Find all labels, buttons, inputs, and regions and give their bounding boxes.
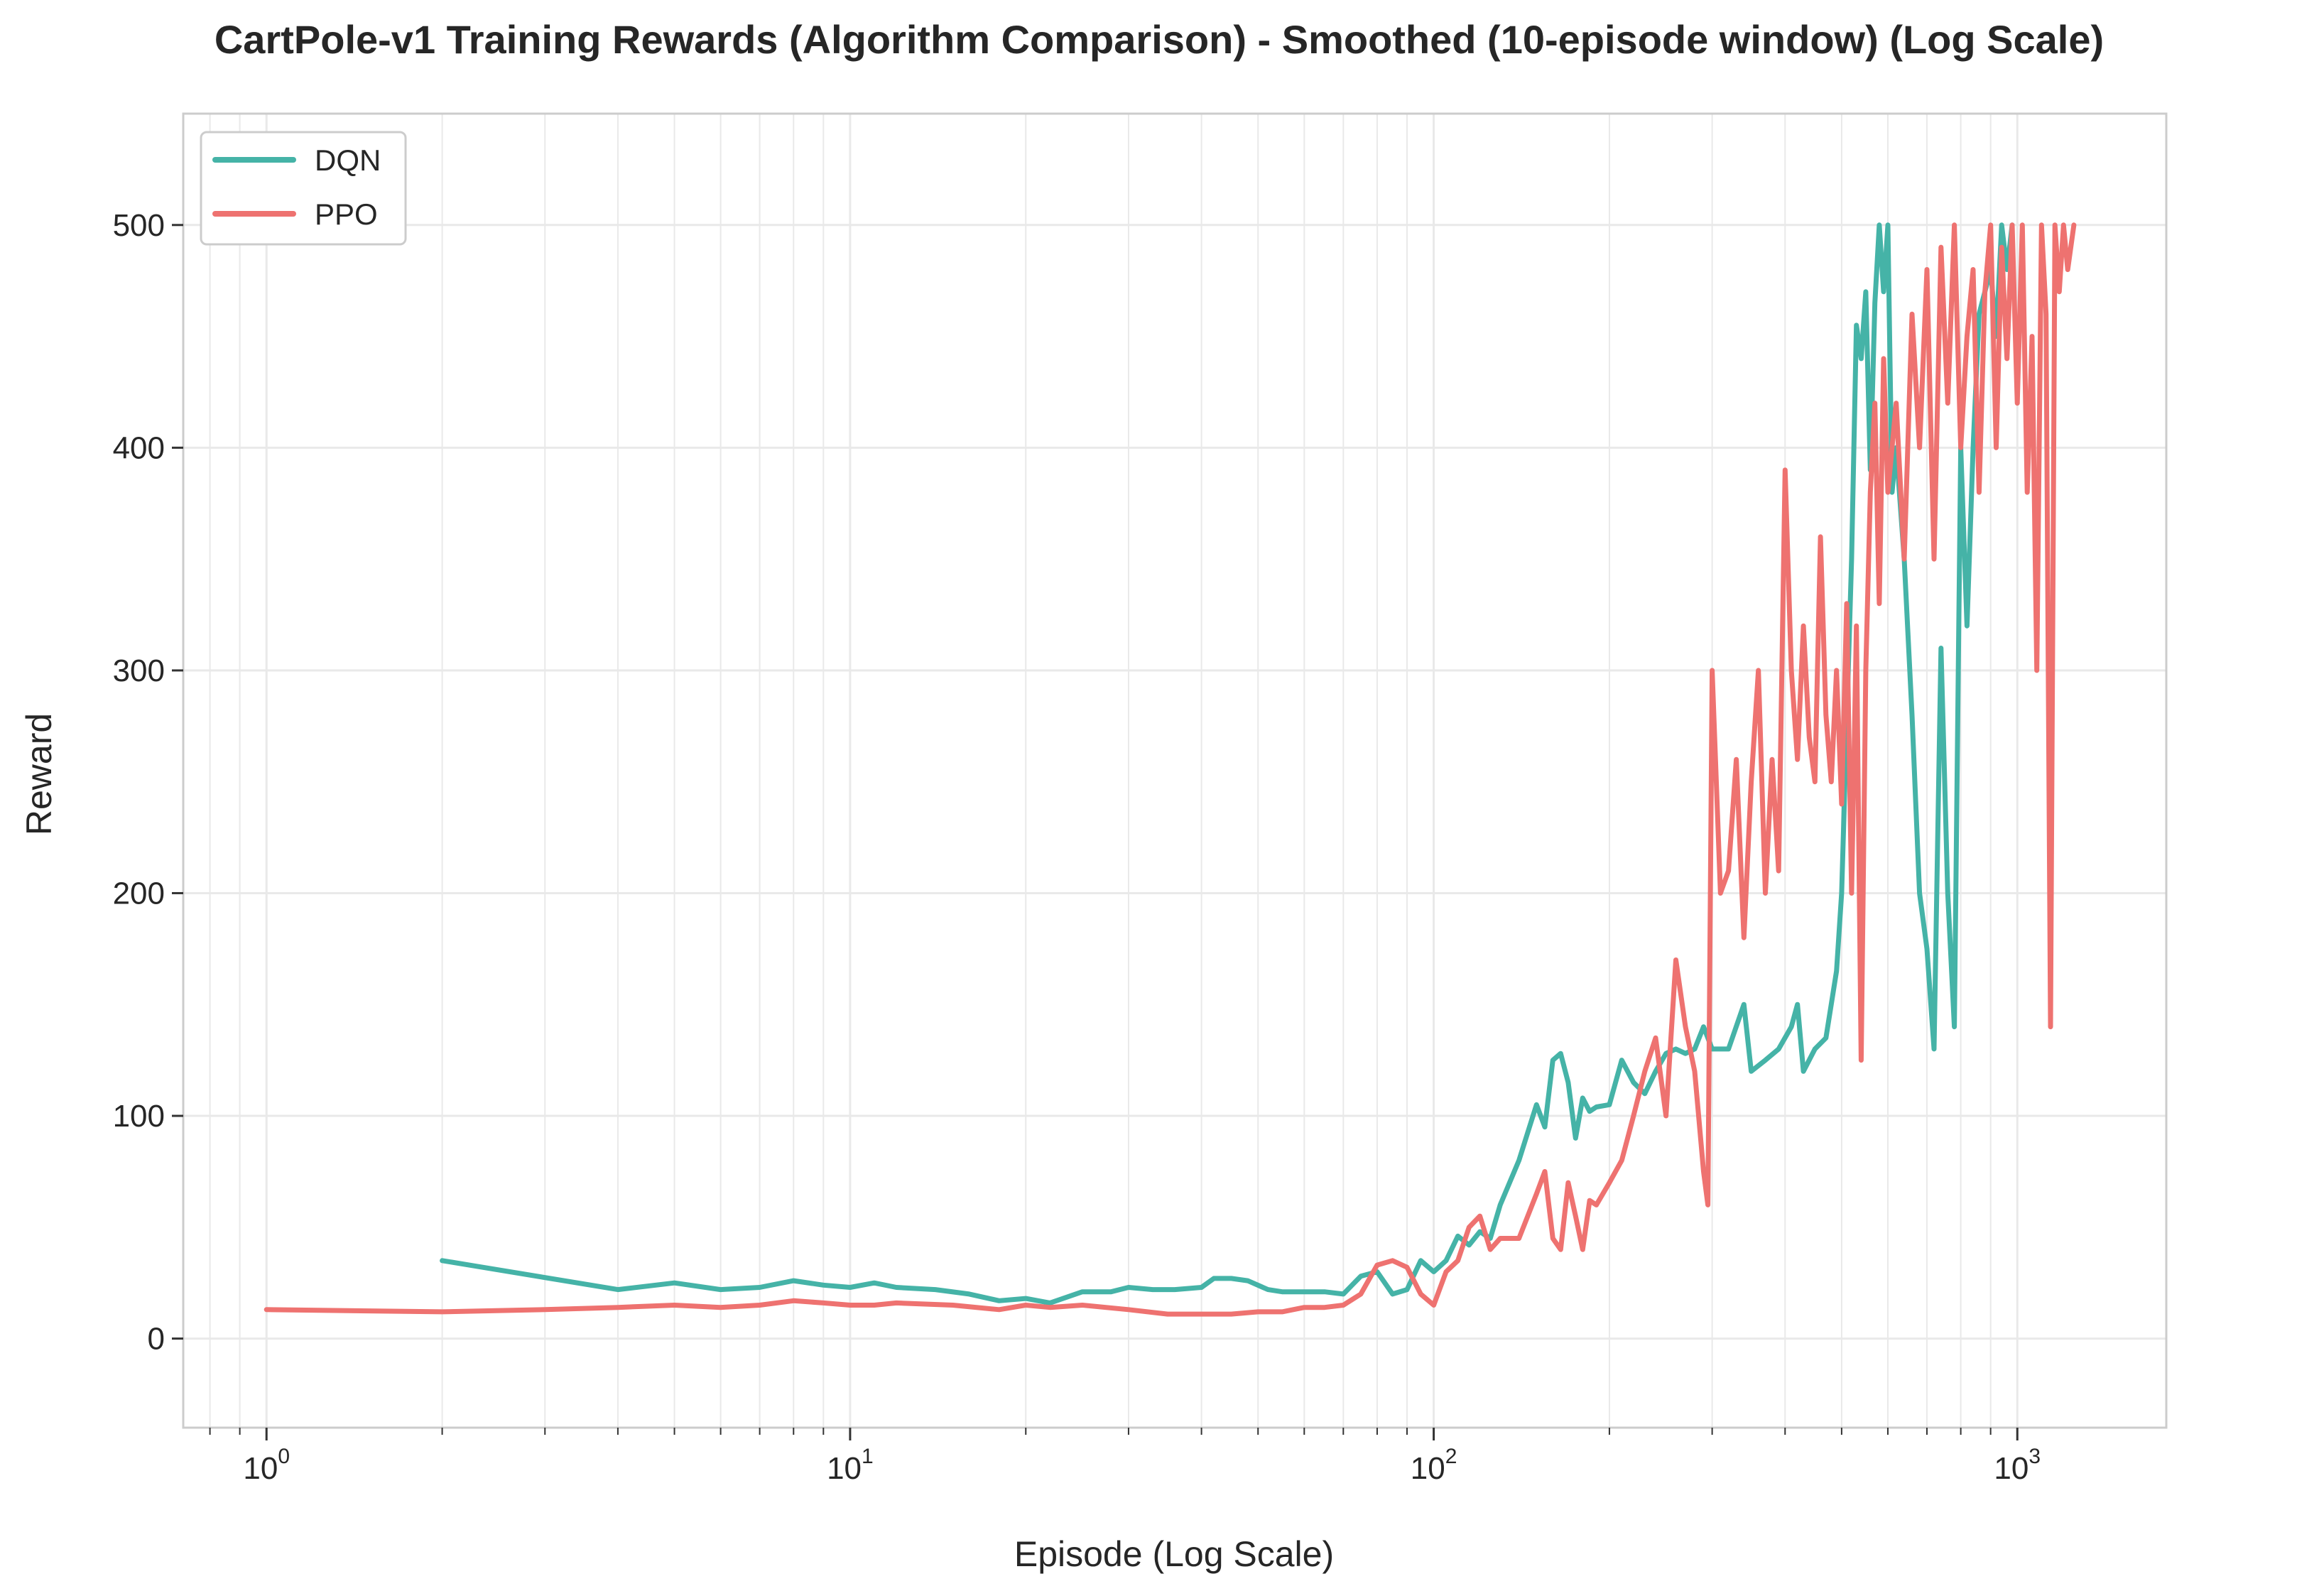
x-tick-label: 100	[243, 1445, 290, 1486]
x-tick-label: 101	[827, 1445, 874, 1486]
legend-label-dqn: DQN	[315, 143, 381, 177]
y-tick-label: 200	[113, 876, 165, 911]
y-tick-label: 400	[113, 430, 165, 465]
grid	[183, 114, 2166, 1428]
y-tick-label: 0	[148, 1322, 165, 1357]
x-axis-label: Episode (Log Scale)	[1014, 1534, 1334, 1574]
x-tick-label: 103	[1994, 1445, 2041, 1486]
y-axis-label: Reward	[19, 713, 59, 835]
series-layer	[264, 222, 2077, 1317]
series-line-ppo	[264, 222, 2077, 1317]
x-tick-label: 102	[1411, 1445, 1457, 1486]
tick-layer: 0 100 200 300 400 500 100 101 102 103	[113, 208, 2041, 1486]
legend-label-ppo: PPO	[315, 197, 378, 231]
y-tick-label: 300	[113, 653, 165, 688]
chart-title: CartPole-v1 Training Rewards (Algorithm …	[214, 17, 2104, 62]
legend: DQN PPO	[200, 131, 407, 246]
plot-frame	[182, 112, 2168, 1429]
y-tick-label: 100	[113, 1099, 165, 1134]
y-tick-label: 500	[113, 208, 165, 243]
